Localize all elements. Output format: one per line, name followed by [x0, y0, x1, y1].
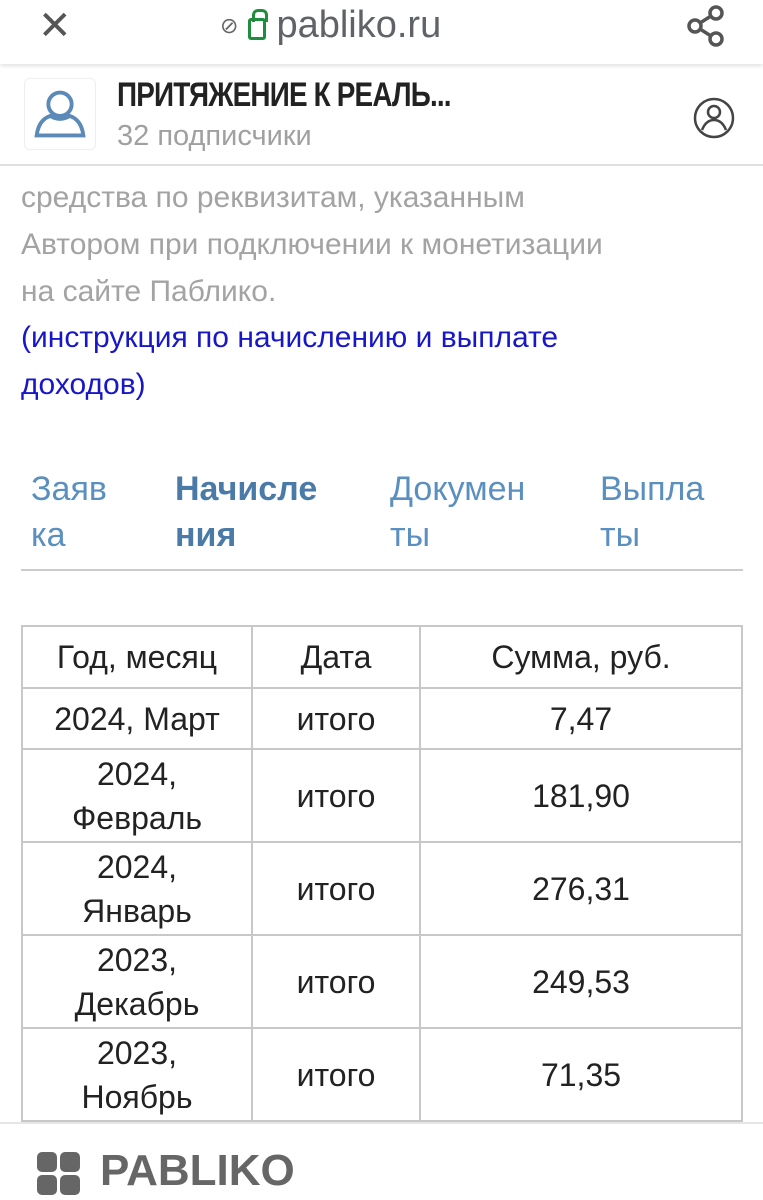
browser-toolbar: ✕ ⊘ pabliko.ru — [0, 0, 763, 64]
tab-documents[interactable]: Докумен ты — [390, 470, 526, 554]
cell-month: 2023, Ноябрь — [21, 1027, 253, 1122]
lock-icon — [248, 8, 269, 40]
tracking-off-icon: ⊘ — [220, 12, 239, 38]
table-header-row: Год, месяц Дата Сумма, руб. — [21, 625, 743, 689]
text-line: средства по реквизитам, указанным — [21, 181, 525, 214]
tab-payouts[interactable]: Выпла ты — [600, 470, 705, 554]
table-row: 2024, Январь итого 276,31 — [21, 841, 743, 936]
table-row: 2024, Февраль итого 181,90 — [21, 748, 743, 843]
cell-amount: 7,47 — [419, 687, 743, 750]
tab-bar: Заяв ка Начисле ния Докумен ты Выпла ты — [21, 466, 743, 571]
column-header: Дата — [251, 625, 421, 689]
cell-month: 2023, Декабрь — [21, 934, 253, 1029]
url-text: pabliko.ru — [276, 4, 442, 46]
cell-date: итого — [251, 934, 421, 1029]
cell-date: итого — [251, 748, 421, 843]
cell-month: 2024, Январь — [21, 841, 253, 936]
table-row: 2023, Ноябрь итого 71,35 — [21, 1027, 743, 1122]
table-row: 2023, Декабрь итого 249,53 — [21, 934, 743, 1029]
text-line: Автором при подключении к монетизации — [21, 228, 603, 261]
text-line: на сайте Паблико. — [21, 275, 277, 308]
channel-header: ПРИТЯЖЕНИЕ К РЕАЛЬ... 32 подписчики — [0, 64, 763, 166]
subscriber-count: 32 подписчики — [117, 120, 312, 152]
tab-accruals[interactable]: Начисле ния — [175, 470, 318, 554]
footer: PABLIKO — [0, 1122, 763, 1200]
tab-requests[interactable]: Заяв ка — [31, 470, 107, 554]
cell-date: итого — [251, 1027, 421, 1122]
cell-month: 2024, Март — [21, 687, 253, 750]
pabliko-logo-text[interactable]: PABLIKO — [100, 1146, 295, 1195]
address-bar[interactable]: ⊘ pabliko.ru — [220, 4, 441, 47]
table-row: 2024, Март итого 7,47 — [21, 687, 743, 750]
accruals-table: Год, месяц Дата Сумма, руб. 2024, Март ит… — [21, 625, 743, 1122]
cell-date: итого — [251, 841, 421, 936]
cell-date: итого — [251, 687, 421, 750]
cell-amount: 71,35 — [419, 1027, 743, 1122]
channel-title[interactable]: ПРИТЯЖЕНИЕ К РЕАЛЬ... — [117, 76, 452, 114]
column-header: Сумма, руб. — [419, 625, 743, 689]
cell-month: 2024, Февраль — [21, 748, 253, 843]
share-icon[interactable] — [686, 4, 726, 48]
user-account-icon[interactable] — [692, 96, 736, 140]
cell-amount: 276,31 — [419, 841, 743, 936]
instruction-link[interactable]: (инструкция по начислению и выплате дохо… — [21, 321, 559, 401]
column-header: Год, месяц — [21, 625, 253, 689]
avatar[interactable] — [24, 78, 96, 150]
cell-amount: 181,90 — [419, 748, 743, 843]
monetization-text: средства по реквизитам, указанным Авторо… — [21, 174, 751, 315]
close-icon[interactable]: ✕ — [38, 4, 72, 48]
pabliko-logo-icon[interactable] — [37, 1152, 80, 1195]
cell-amount: 249,53 — [419, 934, 743, 1029]
